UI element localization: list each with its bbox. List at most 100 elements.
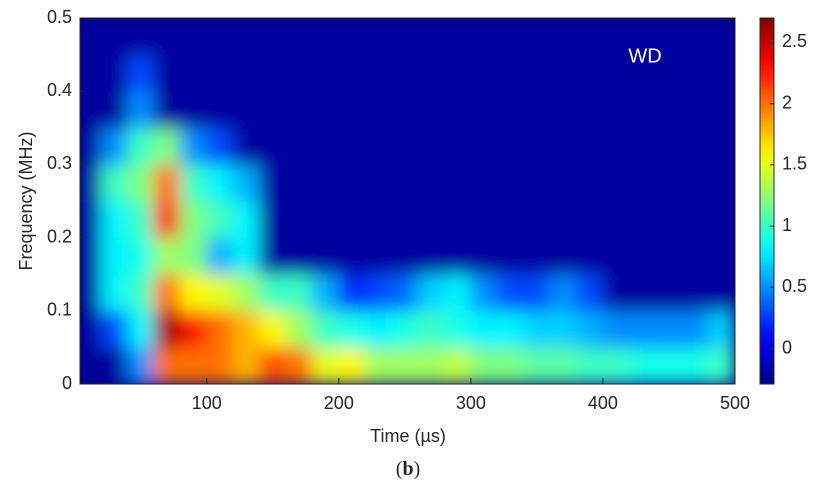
heat-cell — [80, 273, 102, 312]
heat-cell — [391, 90, 419, 129]
heat-cell — [206, 163, 234, 202]
heat-cell — [496, 346, 525, 384]
heat-cell — [127, 310, 155, 348]
heat-cell — [549, 237, 578, 275]
heat-cell — [364, 273, 393, 312]
heat-cell — [391, 163, 419, 202]
heat-cell — [127, 90, 155, 129]
heat-cell — [681, 18, 710, 56]
heat-cell — [470, 273, 498, 312]
heat-cell — [523, 237, 551, 275]
heat-cell — [364, 127, 393, 165]
heat-cell — [602, 127, 630, 165]
heat-cell — [153, 90, 181, 129]
heat-cell — [259, 90, 287, 129]
heat-cell — [153, 200, 181, 239]
heat-cell — [153, 163, 181, 202]
heat-cell — [417, 18, 445, 56]
heat-cell — [655, 273, 683, 312]
heat-cell — [417, 90, 445, 129]
heat-cell — [127, 18, 155, 56]
heat-cell — [496, 18, 525, 56]
heat-cell — [496, 237, 525, 275]
heat-cell — [576, 310, 604, 348]
heat-cell — [206, 273, 234, 312]
heat-cell — [153, 346, 181, 384]
heat-cell — [628, 163, 657, 202]
heat-cell — [470, 237, 498, 275]
heat-cell — [153, 127, 181, 165]
heat-cell — [576, 200, 604, 239]
heat-cell — [708, 163, 735, 202]
heat-cell — [496, 163, 525, 202]
heat-cell — [179, 18, 208, 56]
colorbar-tick-label: 2.5 — [782, 31, 807, 51]
heat-cell — [153, 310, 181, 348]
heat-cell — [708, 273, 735, 312]
heat-cell — [179, 273, 208, 312]
heat-cell — [391, 273, 419, 312]
heat-cell — [338, 200, 366, 239]
heat-cell — [443, 163, 472, 202]
heat-cell — [628, 310, 657, 348]
heat-cell — [576, 237, 604, 275]
heat-cell — [127, 163, 155, 202]
caption-part: b — [402, 458, 413, 480]
heat-cell — [259, 237, 287, 275]
heat-cell — [523, 127, 551, 165]
heat-cell — [364, 346, 393, 384]
heat-cell — [443, 273, 472, 312]
heat-cell — [496, 310, 525, 348]
heat-cell — [259, 18, 287, 56]
heat-cell — [576, 18, 604, 56]
heat-cell — [576, 127, 604, 165]
x-tick-label: 500 — [720, 393, 750, 413]
heat-cell — [80, 18, 102, 56]
heat-cell — [127, 200, 155, 239]
heat-cell — [470, 346, 498, 384]
heat-cell — [338, 237, 366, 275]
heat-cell — [655, 54, 683, 92]
heat-cell — [417, 346, 445, 384]
heat-cell — [285, 310, 313, 348]
heat-cell — [443, 127, 472, 165]
heat-cell — [417, 127, 445, 165]
heat-cell — [311, 54, 340, 92]
heat-cell — [708, 127, 735, 165]
heat-cell — [417, 273, 445, 312]
heat-cell — [523, 18, 551, 56]
heat-cell — [338, 54, 366, 92]
heat-cell — [127, 54, 155, 92]
heat-cell — [259, 273, 287, 312]
colorbar-tick-label: 0 — [782, 337, 792, 357]
heat-cell — [443, 237, 472, 275]
colorbar — [759, 17, 775, 385]
heat-cell — [391, 54, 419, 92]
heat-cell — [153, 54, 181, 92]
heat-cell — [232, 310, 261, 348]
heat-cell — [364, 200, 393, 239]
heat-cell — [100, 54, 129, 92]
heat-cell — [179, 200, 208, 239]
heat-cell — [127, 273, 155, 312]
heat-cell — [523, 273, 551, 312]
heat-cell — [153, 18, 181, 56]
heat-cell — [206, 54, 234, 92]
heat-cell — [391, 127, 419, 165]
plot-frame — [79, 17, 736, 385]
heat-cell — [523, 310, 551, 348]
heat-cell — [179, 346, 208, 384]
heat-cell — [232, 346, 261, 384]
heat-cell — [80, 163, 102, 202]
heat-cell — [364, 90, 393, 129]
heat-cell — [708, 54, 735, 92]
heat-cell — [391, 200, 419, 239]
heat-cell — [549, 273, 578, 312]
heat-cell — [628, 90, 657, 129]
heat-cell — [206, 18, 234, 56]
heat-cell — [549, 200, 578, 239]
heat-cell — [708, 310, 735, 348]
heat-cell — [496, 273, 525, 312]
heat-cell — [179, 54, 208, 92]
